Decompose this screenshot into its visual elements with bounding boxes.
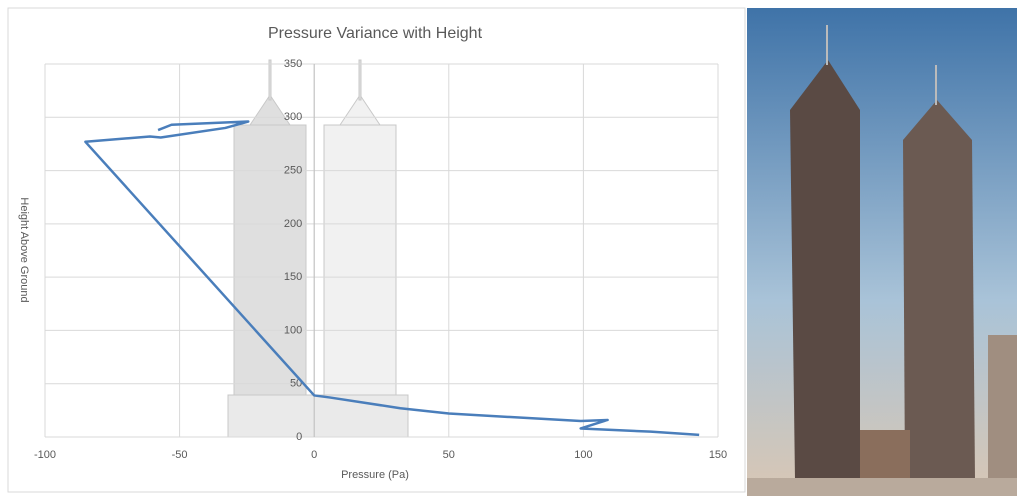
photo [747,8,1017,496]
x-tick-label: -100 [34,449,56,461]
x-tick-label: -50 [172,449,188,461]
x-tick-label: 100 [574,449,592,461]
y-tick-label: 50 [290,378,302,390]
x-axis-label: Pressure (Pa) [341,469,409,481]
x-tick-label: 150 [709,449,727,461]
y-tick-label: 200 [284,218,302,230]
y-tick-label: 150 [284,271,302,283]
y-axis-label: Height Above Ground [18,197,30,302]
y-tick-label: 100 [284,324,302,336]
x-tick-label: 0 [311,449,317,461]
y-tick-label: 350 [284,58,302,70]
data-line [84,120,700,437]
y-tick-label: 300 [284,111,302,123]
y-tick-label: 0 [296,431,302,443]
tower-silhouette [227,59,409,438]
y-tick-label: 250 [284,164,302,176]
chart-title: Pressure Variance with Height [268,25,483,42]
x-tick-label: 50 [443,449,455,461]
